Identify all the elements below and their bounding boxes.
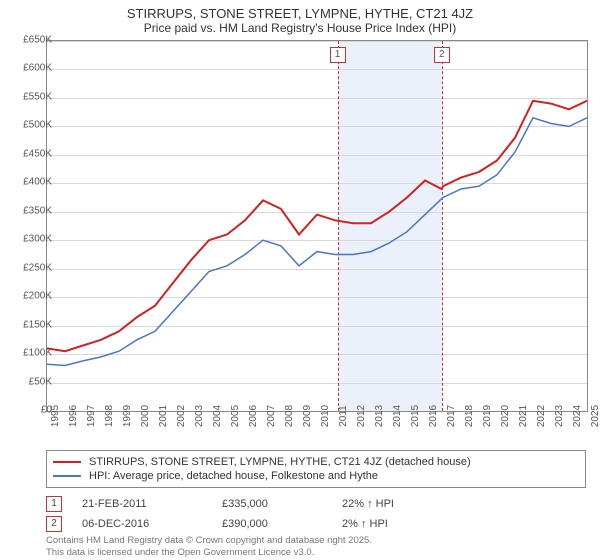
x-axis-label: 2020: [500, 405, 511, 427]
x-axis-label: 2004: [212, 405, 223, 427]
sale-price: £335,000: [222, 498, 342, 510]
x-axis-label: 2001: [158, 405, 169, 427]
y-axis-label: £100K: [8, 348, 52, 359]
x-axis-label: 2025: [590, 405, 600, 427]
y-axis-label: £50K: [8, 376, 52, 387]
sales-table: 1 21-FEB-2011£335,00022% ↑ HPI 2 06-DEC-201…: [46, 494, 462, 534]
sale-diff: 22% ↑ HPI: [342, 498, 462, 510]
series-hpi: [47, 118, 587, 366]
sale-marker: 1: [46, 496, 62, 512]
x-axis-label: 2024: [572, 405, 583, 427]
x-axis-label: 1998: [104, 405, 115, 427]
x-axis-label: 1999: [122, 405, 133, 427]
y-axis-label: £600K: [8, 63, 52, 74]
x-axis-label: 2006: [248, 405, 259, 427]
y-axis-label: £450K: [8, 148, 52, 159]
chart-subtitle: Price paid vs. HM Land Registry's House …: [0, 21, 600, 35]
chart-container: STIRRUPS, STONE STREET, LYMPNE, HYTHE, C…: [0, 0, 600, 560]
x-axis-label: 2022: [536, 405, 547, 427]
y-axis-label: £250K: [8, 262, 52, 273]
x-axis-label: 2023: [554, 405, 565, 427]
x-axis-label: 2011: [338, 405, 349, 427]
y-axis-label: £500K: [8, 120, 52, 131]
footer-attribution: Contains HM Land Registry data © Crown c…: [46, 535, 372, 558]
sale-marker: 2: [46, 516, 62, 532]
x-axis-label: 2016: [428, 405, 439, 427]
x-axis-label: 2002: [176, 405, 187, 427]
sale-row: 2 06-DEC-2016£390,0002% ↑ HPI: [46, 514, 462, 534]
sale-date: 21-FEB-2011: [82, 498, 222, 510]
x-axis-label: 2021: [518, 405, 529, 427]
sale-row: 1 21-FEB-2011£335,00022% ↑ HPI: [46, 494, 462, 514]
y-axis-label: £650K: [8, 35, 52, 46]
sale-price: £390,000: [222, 518, 342, 530]
y-axis-label: £300K: [8, 234, 52, 245]
x-axis-label: 2015: [410, 405, 421, 427]
x-axis-label: 1997: [86, 405, 97, 427]
y-axis-label: £550K: [8, 91, 52, 102]
footer-line: Contains HM Land Registry data © Crown c…: [46, 535, 372, 546]
x-axis-label: 2019: [482, 405, 493, 427]
sale-diff: 2% ↑ HPI: [342, 518, 462, 530]
x-axis-label: 2007: [266, 405, 277, 427]
y-axis-label: £400K: [8, 177, 52, 188]
y-axis-label: £350K: [8, 205, 52, 216]
y-axis-label: £200K: [8, 291, 52, 302]
x-axis-label: 2003: [194, 405, 205, 427]
legend-item: HPI: Average price, detached house, Folk…: [53, 469, 579, 483]
x-axis-label: 2014: [392, 405, 403, 427]
legend-label: HPI: Average price, detached house, Folk…: [89, 470, 378, 482]
x-axis-label: 2008: [284, 405, 295, 427]
sale-date: 06-DEC-2016: [82, 518, 222, 530]
x-axis-label: 2000: [140, 405, 151, 427]
x-axis-label: 2018: [464, 405, 475, 427]
legend-label: STIRRUPS, STONE STREET, LYMPNE, HYTHE, C…: [89, 456, 471, 468]
legend: STIRRUPS, STONE STREET, LYMPNE, HYTHE, C…: [46, 450, 586, 488]
series-stirrups: [47, 101, 587, 351]
x-axis-label: 2005: [230, 405, 241, 427]
series-svg: [47, 41, 587, 411]
chart-title: STIRRUPS, STONE STREET, LYMPNE, HYTHE, C…: [0, 0, 600, 21]
legend-swatch: [53, 461, 81, 463]
plot-area: 12: [46, 40, 588, 412]
x-axis-label: 1995: [50, 405, 61, 427]
legend-swatch: [53, 475, 81, 477]
y-axis-label: £0: [8, 405, 52, 416]
footer-line: This data is licensed under the Open Gov…: [46, 547, 372, 558]
x-axis-label: 1996: [68, 405, 79, 427]
x-axis-label: 2012: [356, 405, 367, 427]
x-axis-label: 2009: [302, 405, 313, 427]
x-axis-label: 2013: [374, 405, 385, 427]
legend-item: STIRRUPS, STONE STREET, LYMPNE, HYTHE, C…: [53, 455, 579, 469]
x-axis-label: 2017: [446, 405, 457, 427]
y-axis-label: £150K: [8, 319, 52, 330]
x-axis-label: 2010: [320, 405, 331, 427]
